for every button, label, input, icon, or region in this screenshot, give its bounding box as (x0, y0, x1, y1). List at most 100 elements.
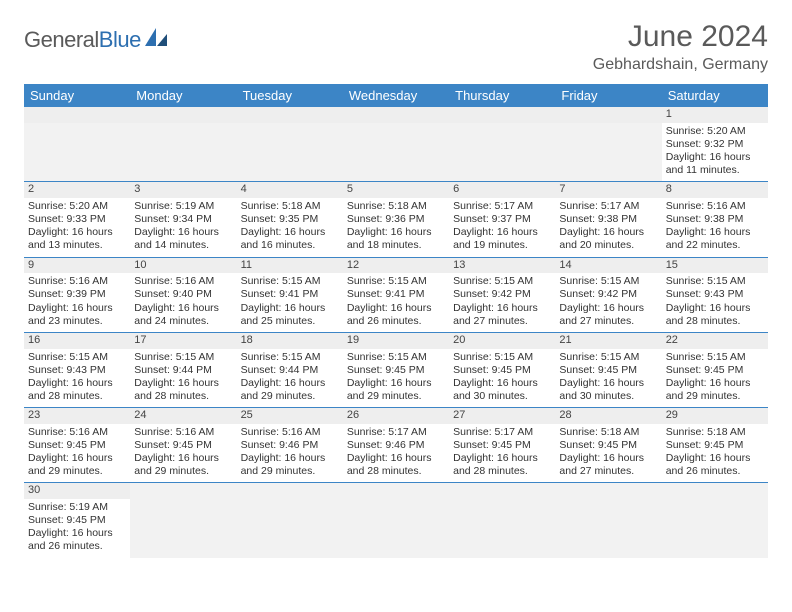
daylight-line: Daylight: 16 hours and 26 minutes. (666, 452, 764, 478)
day-cell: 15Sunrise: 5:15 AMSunset: 9:43 PMDayligh… (662, 258, 768, 332)
sunset-line: Sunset: 9:42 PM (453, 288, 551, 301)
day-cell: 4Sunrise: 5:18 AMSunset: 9:35 PMDaylight… (237, 182, 343, 256)
day-body: Sunrise: 5:20 AMSunset: 9:32 PMDaylight:… (662, 123, 768, 182)
day-body: Sunrise: 5:15 AMSunset: 9:41 PMDaylight:… (237, 273, 343, 332)
week-row: 30Sunrise: 5:19 AMSunset: 9:45 PMDayligh… (24, 483, 768, 557)
day-body: Sunrise: 5:16 AMSunset: 9:45 PMDaylight:… (24, 424, 130, 483)
day-number: 11 (237, 258, 343, 274)
day-number: 29 (662, 408, 768, 424)
day-cell: 8Sunrise: 5:16 AMSunset: 9:38 PMDaylight… (662, 182, 768, 256)
daylight-line: Daylight: 16 hours and 29 minutes. (347, 377, 445, 403)
empty-cell (449, 107, 555, 181)
day-number: 13 (449, 258, 555, 274)
day-number: 23 (24, 408, 130, 424)
logo-text-1: General (24, 27, 99, 52)
day-body: Sunrise: 5:17 AMSunset: 9:38 PMDaylight:… (555, 198, 661, 257)
day-header: Wednesday (343, 84, 449, 107)
day-number: 17 (130, 333, 236, 349)
day-header: Sunday (24, 84, 130, 107)
sail-icon (143, 26, 169, 48)
sunrise-line: Sunrise: 5:17 AM (347, 426, 445, 439)
empty-cell (449, 483, 555, 557)
day-body: Sunrise: 5:16 AMSunset: 9:38 PMDaylight:… (662, 198, 768, 257)
day-number: 24 (130, 408, 236, 424)
sunset-line: Sunset: 9:35 PM (241, 213, 339, 226)
day-cell: 26Sunrise: 5:17 AMSunset: 9:46 PMDayligh… (343, 408, 449, 482)
daylight-line: Daylight: 16 hours and 20 minutes. (559, 226, 657, 252)
empty-cell (662, 483, 768, 557)
day-number: 16 (24, 333, 130, 349)
daylight-line: Daylight: 16 hours and 27 minutes. (559, 452, 657, 478)
month-title: June 2024 (593, 20, 768, 54)
daylight-line: Daylight: 16 hours and 29 minutes. (666, 377, 764, 403)
sunrise-line: Sunrise: 5:16 AM (241, 426, 339, 439)
day-cell: 6Sunrise: 5:17 AMSunset: 9:37 PMDaylight… (449, 182, 555, 256)
sunrise-line: Sunrise: 5:17 AM (453, 426, 551, 439)
daynum-bar (449, 107, 555, 123)
sunset-line: Sunset: 9:32 PM (666, 138, 764, 151)
daylight-line: Daylight: 16 hours and 28 minutes. (453, 452, 551, 478)
daylight-line: Daylight: 16 hours and 30 minutes. (453, 377, 551, 403)
daynum-bar (24, 107, 130, 123)
sunset-line: Sunset: 9:45 PM (28, 514, 126, 527)
day-cell: 17Sunrise: 5:15 AMSunset: 9:44 PMDayligh… (130, 333, 236, 407)
day-cell: 2Sunrise: 5:20 AMSunset: 9:33 PMDaylight… (24, 182, 130, 256)
day-body: Sunrise: 5:18 AMSunset: 9:45 PMDaylight:… (662, 424, 768, 483)
empty-cell (237, 483, 343, 557)
daylight-line: Daylight: 16 hours and 30 minutes. (559, 377, 657, 403)
empty-cell (343, 483, 449, 557)
sunset-line: Sunset: 9:40 PM (134, 288, 232, 301)
day-body: Sunrise: 5:16 AMSunset: 9:40 PMDaylight:… (130, 273, 236, 332)
day-number: 21 (555, 333, 661, 349)
day-cell: 9Sunrise: 5:16 AMSunset: 9:39 PMDaylight… (24, 258, 130, 332)
sunset-line: Sunset: 9:37 PM (453, 213, 551, 226)
logo-text-2: Blue (99, 27, 141, 52)
daynum-bar (237, 107, 343, 123)
daylight-line: Daylight: 16 hours and 28 minutes. (666, 302, 764, 328)
day-body: Sunrise: 5:15 AMSunset: 9:43 PMDaylight:… (662, 273, 768, 332)
day-cell: 29Sunrise: 5:18 AMSunset: 9:45 PMDayligh… (662, 408, 768, 482)
sunset-line: Sunset: 9:44 PM (134, 364, 232, 377)
day-cell: 12Sunrise: 5:15 AMSunset: 9:41 PMDayligh… (343, 258, 449, 332)
sunset-line: Sunset: 9:43 PM (28, 364, 126, 377)
daylight-line: Daylight: 16 hours and 16 minutes. (241, 226, 339, 252)
sunrise-line: Sunrise: 5:18 AM (666, 426, 764, 439)
day-body: Sunrise: 5:17 AMSunset: 9:37 PMDaylight:… (449, 198, 555, 257)
sunset-line: Sunset: 9:44 PM (241, 364, 339, 377)
day-body: Sunrise: 5:16 AMSunset: 9:39 PMDaylight:… (24, 273, 130, 332)
sunset-line: Sunset: 9:36 PM (347, 213, 445, 226)
daylight-line: Daylight: 16 hours and 29 minutes. (28, 452, 126, 478)
sunrise-line: Sunrise: 5:17 AM (453, 200, 551, 213)
logo: GeneralBlue (24, 26, 169, 54)
daylight-line: Daylight: 16 hours and 28 minutes. (28, 377, 126, 403)
weeks-container: 1Sunrise: 5:20 AMSunset: 9:32 PMDaylight… (24, 107, 768, 558)
sunrise-line: Sunrise: 5:18 AM (347, 200, 445, 213)
day-body: Sunrise: 5:19 AMSunset: 9:34 PMDaylight:… (130, 198, 236, 257)
day-number: 20 (449, 333, 555, 349)
day-number: 4 (237, 182, 343, 198)
empty-cell (24, 107, 130, 181)
day-cell: 1Sunrise: 5:20 AMSunset: 9:32 PMDaylight… (662, 107, 768, 181)
sunrise-line: Sunrise: 5:18 AM (559, 426, 657, 439)
sunset-line: Sunset: 9:45 PM (28, 439, 126, 452)
empty-cell (237, 107, 343, 181)
day-body: Sunrise: 5:15 AMSunset: 9:42 PMDaylight:… (555, 273, 661, 332)
sunset-line: Sunset: 9:46 PM (241, 439, 339, 452)
day-body: Sunrise: 5:15 AMSunset: 9:45 PMDaylight:… (662, 349, 768, 408)
day-cell: 16Sunrise: 5:15 AMSunset: 9:43 PMDayligh… (24, 333, 130, 407)
day-cell: 20Sunrise: 5:15 AMSunset: 9:45 PMDayligh… (449, 333, 555, 407)
sunrise-line: Sunrise: 5:15 AM (241, 275, 339, 288)
sunset-line: Sunset: 9:38 PM (559, 213, 657, 226)
sunrise-line: Sunrise: 5:15 AM (347, 275, 445, 288)
day-number: 30 (24, 483, 130, 499)
sunset-line: Sunset: 9:45 PM (134, 439, 232, 452)
day-body: Sunrise: 5:20 AMSunset: 9:33 PMDaylight:… (24, 198, 130, 257)
sunset-line: Sunset: 9:45 PM (559, 439, 657, 452)
sunrise-line: Sunrise: 5:15 AM (453, 351, 551, 364)
sunrise-line: Sunrise: 5:15 AM (666, 275, 764, 288)
day-cell: 3Sunrise: 5:19 AMSunset: 9:34 PMDaylight… (130, 182, 236, 256)
empty-cell (130, 107, 236, 181)
day-number: 6 (449, 182, 555, 198)
daylight-line: Daylight: 16 hours and 29 minutes. (241, 452, 339, 478)
sunrise-line: Sunrise: 5:19 AM (28, 501, 126, 514)
